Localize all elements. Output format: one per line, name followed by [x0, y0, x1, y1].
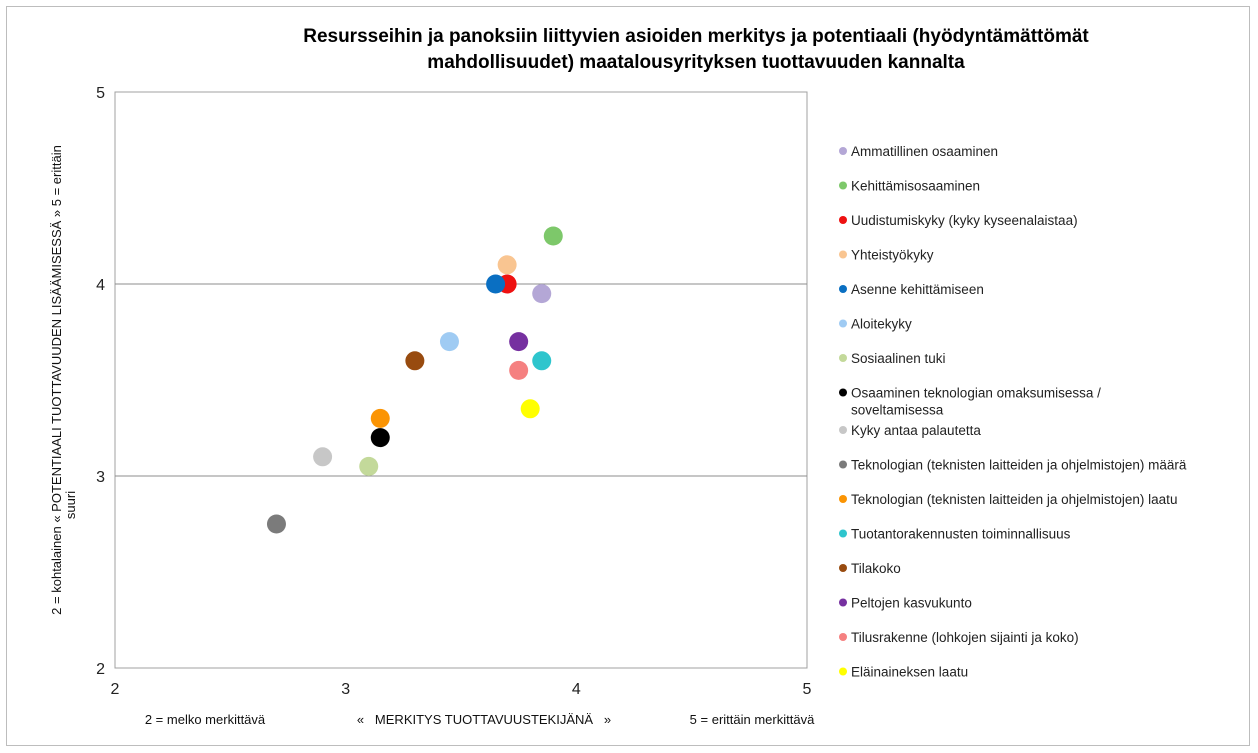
chart-title-line-1: Resursseihin ja panoksiin liittyvien asi… [303, 26, 1089, 47]
legend-marker [839, 529, 847, 538]
y-tick-label: 5 [96, 85, 105, 102]
y-tick-label: 4 [96, 277, 105, 294]
y-axis-caption-line-2: suuri [63, 491, 78, 519]
legend-label: Kyky antaa palautetta [851, 423, 981, 438]
data-point-7 [370, 428, 390, 448]
legend-marker [839, 460, 847, 469]
data-point-8 [313, 447, 333, 467]
plot-area: 2 3 4 5 2 3 4 5 [96, 85, 811, 698]
x-tick-label: 5 [803, 681, 812, 698]
gridlines [115, 283, 807, 477]
chart-title-line-2: mahdollisuudet) maatalousyrityksen tuott… [427, 52, 965, 73]
legend-label: Eläinaineksen laatu [851, 665, 968, 680]
legend-marker [839, 564, 847, 572]
y-tick-label: 3 [96, 469, 105, 486]
legend-marker [839, 388, 847, 397]
legend-label: Peltojen kasvukunto [851, 596, 972, 611]
data-point-1 [543, 226, 563, 246]
data-point-14 [509, 360, 529, 380]
y-axis-ticks: 2 3 4 5 [96, 85, 105, 678]
legend-marker [839, 495, 847, 503]
x-tick-label: 4 [572, 681, 581, 698]
legend-label-cont: soveltamisessa [851, 403, 944, 418]
x-axis-caption-center: « MERKITYS TUOTTAVUUSTEKIJÄNÄ » [357, 712, 611, 727]
y-axis-caption-line-1: 2 = kohtalainen « POTENTIAALI TUOTTAVUUD… [49, 145, 64, 615]
legend-marker [839, 319, 847, 328]
data-point-12 [405, 351, 425, 371]
legend-marker [839, 181, 847, 190]
data-point-13 [509, 332, 529, 352]
legend-marker [839, 354, 847, 362]
legend-marker [839, 598, 847, 607]
legend-label: Teknologian (teknisten laitteiden ja ohj… [851, 492, 1177, 507]
y-axis-caption: 2 = kohtalainen « POTENTIAALI TUOTTAVUUD… [49, 145, 78, 615]
legend-marker [839, 426, 847, 434]
legend-label: Uudistumiskyky (kyky kyseenalaistaa) [851, 213, 1078, 228]
data-point-4 [486, 274, 506, 294]
legend-label: Aloitekyky [851, 317, 912, 332]
y-tick-label: 2 [96, 661, 105, 678]
legend-label: Tilusrakenne (lohkojen sijainti ja koko) [851, 630, 1079, 645]
data-point-6 [359, 456, 379, 476]
legend-marker [839, 216, 847, 224]
x-axis-ticks: 2 3 4 5 [111, 681, 812, 698]
legend-label: Osaaminen teknologian omaksumisessa / [851, 386, 1101, 401]
legend-marker [839, 667, 847, 676]
legend-label: Tuotantorakennusten toiminnallisuus [851, 527, 1071, 542]
data-point-0 [532, 284, 552, 304]
x-axis-caption-right: 5 = erittäin merkittävä [690, 712, 815, 727]
chart-frame [6, 6, 1250, 746]
legend-marker [839, 250, 847, 259]
x-axis-caption-left: 2 = melko merkittävä [145, 712, 266, 727]
legend-label: Ammatillinen osaaminen [851, 144, 998, 159]
legend-label: Asenne kehittämiseen [851, 282, 984, 297]
x-tick-label: 2 [111, 681, 120, 698]
data-points [266, 226, 563, 534]
x-tick-label: 3 [341, 681, 350, 698]
legend-marker [839, 633, 847, 641]
data-point-10 [370, 408, 390, 428]
data-point-5 [439, 332, 459, 352]
legend-label: Yhteistyökyky [851, 248, 934, 263]
data-point-3 [497, 255, 517, 275]
data-point-15 [520, 399, 540, 419]
legend-label: Teknologian (teknisten laitteiden ja ohj… [851, 458, 1187, 473]
legend-marker [839, 285, 847, 293]
plot-border [114, 91, 808, 669]
legend: Ammatillinen osaaminen Kehittämisosaamine… [839, 144, 1187, 680]
legend-label: Tilakoko [851, 561, 901, 576]
data-point-9 [266, 514, 286, 534]
legend-label: Sosiaalinen tuki [851, 351, 946, 366]
legend-label: Kehittämisosaaminen [851, 179, 980, 194]
data-point-11 [532, 351, 552, 371]
legend-marker [839, 147, 847, 155]
